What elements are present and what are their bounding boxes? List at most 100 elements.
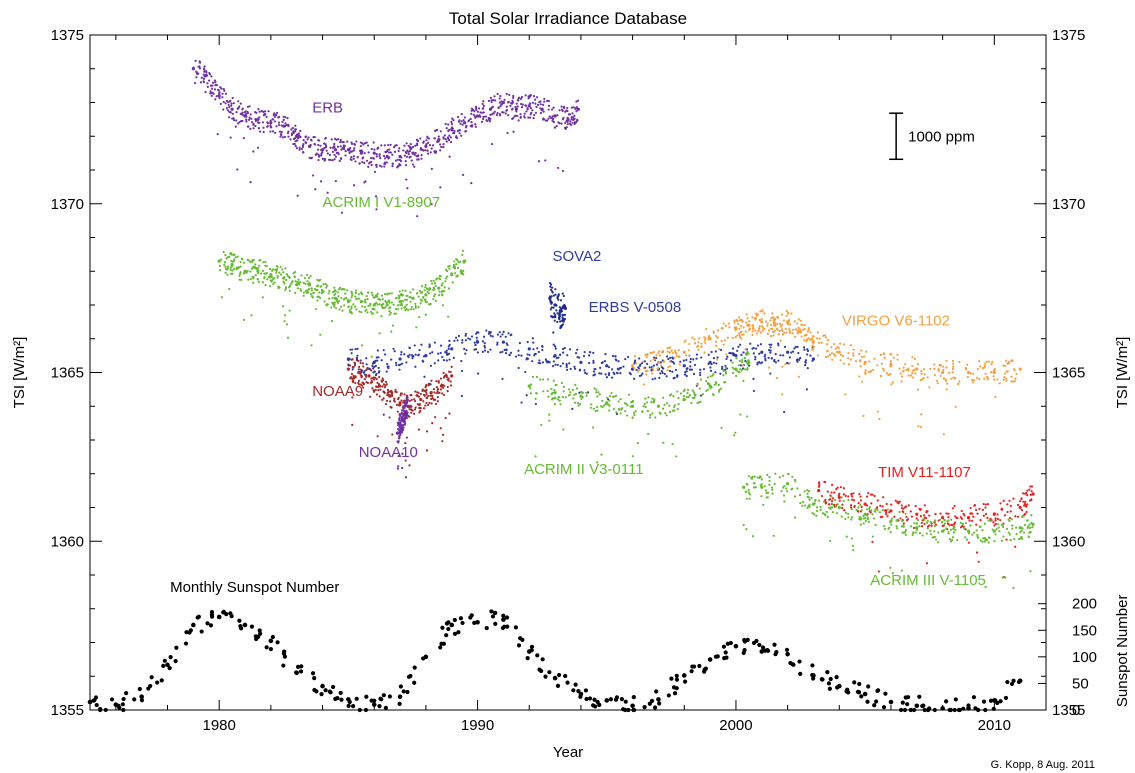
data-point — [310, 344, 313, 347]
data-point — [222, 88, 225, 91]
data-point — [447, 123, 450, 126]
data-point — [336, 145, 340, 148]
data-point — [793, 320, 797, 323]
data-point — [547, 99, 550, 103]
data-point — [612, 408, 615, 411]
data-point — [870, 502, 873, 505]
data-point — [287, 286, 291, 289]
data-point — [216, 614, 222, 620]
data-point — [387, 151, 391, 154]
data-point — [991, 528, 994, 531]
data-point — [425, 143, 428, 146]
data-point — [539, 107, 542, 110]
data-point — [512, 94, 515, 98]
data-point — [871, 493, 874, 496]
data-point — [610, 368, 614, 371]
data-point — [422, 393, 426, 396]
data-point — [531, 360, 534, 363]
data-point — [244, 110, 247, 113]
data-point — [363, 300, 366, 303]
data-point — [483, 349, 487, 352]
data-point — [978, 378, 981, 381]
data-point — [556, 363, 559, 366]
data-point — [456, 275, 459, 278]
data-point — [231, 112, 235, 115]
data-point — [592, 370, 596, 373]
data-point — [860, 505, 863, 509]
data-point — [876, 410, 879, 413]
data-point — [218, 264, 221, 267]
data-point — [754, 355, 757, 359]
data-point — [447, 287, 451, 290]
data-point — [242, 136, 245, 140]
data-point — [424, 293, 428, 297]
data-point — [915, 367, 919, 371]
data-point — [406, 405, 409, 408]
data-point — [882, 496, 885, 499]
data-point — [563, 673, 568, 679]
data-point — [557, 293, 560, 296]
data-point — [760, 350, 764, 354]
data-point — [244, 114, 248, 117]
data-point — [376, 359, 379, 362]
data-point — [427, 292, 430, 295]
data-point — [279, 265, 282, 269]
data-point — [137, 686, 142, 692]
data-point — [274, 131, 277, 134]
data-point — [450, 272, 453, 275]
data-point — [815, 506, 819, 509]
y-axis-label-left: TSI [W/m²] — [11, 337, 28, 409]
data-point — [796, 360, 799, 363]
data-point — [425, 391, 428, 394]
data-point — [269, 267, 272, 271]
data-point — [325, 304, 328, 307]
data-point — [484, 625, 489, 631]
data-point — [470, 112, 473, 115]
data-point — [442, 142, 445, 146]
data-point — [595, 405, 599, 409]
data-point — [434, 402, 438, 406]
data-point — [552, 365, 555, 368]
data-point — [714, 371, 717, 374]
data-point — [517, 366, 520, 370]
data-point — [748, 320, 751, 323]
data-point — [401, 300, 405, 303]
data-point — [682, 350, 686, 354]
data-point — [405, 436, 408, 439]
data-point — [394, 159, 398, 162]
data-point — [423, 289, 426, 292]
data-point — [396, 166, 399, 169]
data-point — [310, 289, 313, 292]
data-point — [552, 355, 556, 358]
data-point — [380, 294, 384, 297]
data-point — [350, 352, 353, 355]
data-point — [604, 373, 607, 376]
data-point — [682, 364, 686, 368]
data-point — [547, 670, 552, 675]
data-point — [1010, 375, 1013, 378]
data-point — [554, 293, 557, 296]
data-point — [752, 346, 755, 350]
data-point — [1022, 500, 1025, 503]
data-point — [742, 639, 747, 644]
data-point — [507, 332, 510, 335]
data-point — [568, 348, 572, 351]
data-point — [430, 279, 433, 283]
data-point — [382, 349, 385, 352]
data-point — [405, 398, 409, 402]
data-point — [289, 283, 292, 286]
data-point — [886, 515, 889, 518]
data-point — [817, 489, 821, 493]
data-point — [428, 286, 431, 290]
data-point — [645, 401, 649, 404]
data-point — [844, 393, 847, 396]
data-point — [415, 292, 419, 295]
data-point — [685, 395, 688, 399]
data-point — [331, 301, 334, 304]
data-point — [666, 355, 669, 358]
data-point — [933, 530, 936, 533]
data-point — [740, 361, 744, 364]
data-point — [314, 307, 318, 311]
y-tick-label-right: 1365 — [1052, 365, 1085, 382]
data-point — [433, 281, 437, 285]
